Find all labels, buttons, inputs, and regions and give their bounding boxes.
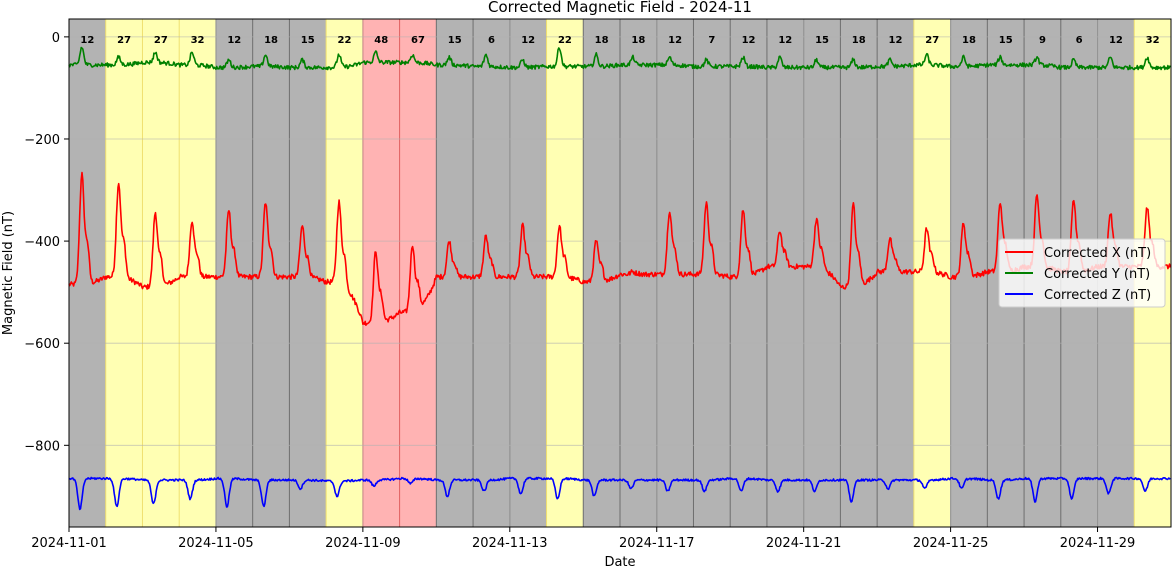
y-tick-label: −800 — [24, 439, 60, 454]
day-value-label: 15 — [301, 35, 315, 46]
day-value-label: 12 — [80, 35, 94, 46]
day-band — [877, 19, 914, 527]
day-band — [473, 19, 510, 527]
day-band — [105, 19, 143, 527]
plot-frame — [68, 18, 1172, 528]
day-value-label: 18 — [852, 35, 866, 46]
day-value-label: 12 — [668, 35, 682, 46]
day-band — [179, 19, 216, 527]
day-value-labels: 12 27 27 32 12 18 15 22 48 67 15 6 12 22 18 18 12 7 12 12 15… — [80, 35, 1159, 46]
day-value-label: 32 — [1146, 35, 1160, 46]
x-tick-label: 2024-11-17 — [619, 536, 695, 551]
day-value-label: 15 — [999, 35, 1013, 46]
legend-box — [998, 238, 1166, 308]
day-band — [252, 19, 290, 527]
grid-lines — [68, 19, 1171, 527]
day-value-label: 67 — [411, 35, 425, 46]
x-tick-label: 2024-11-21 — [766, 536, 842, 551]
day-value-label: 18 — [962, 35, 976, 46]
day-value-label: 32 — [191, 35, 205, 46]
day-band — [215, 19, 253, 527]
day-band — [840, 19, 878, 527]
day-band — [803, 19, 841, 527]
day-value-label: 9 — [1039, 35, 1046, 46]
daily-bands — [68, 19, 1171, 527]
day-value-label: 18 — [631, 35, 645, 46]
day-value-label: 6 — [1076, 35, 1083, 46]
y-tick-label: −200 — [24, 133, 60, 148]
x-tick-label: 2024-11-25 — [913, 536, 989, 551]
day-value-label: 27 — [925, 35, 939, 46]
day-band — [436, 19, 474, 527]
day-value-label: 27 — [117, 35, 131, 46]
series-lines — [68, 46, 1171, 511]
day-value-label: 15 — [448, 35, 462, 46]
x-tick-label: 2024-11-01 — [31, 536, 107, 551]
day-value-label: 48 — [374, 35, 388, 46]
day-value-label: 12 — [227, 35, 241, 46]
series-line — [68, 171, 1171, 327]
x-tick-label: 2024-11-13 — [472, 536, 548, 551]
legend-entry: Corrected Y (nT) — [1044, 267, 1150, 282]
day-value-label: 15 — [815, 35, 829, 46]
axes: 2024-11-01 2024-11-05 2024-11-09 2024-11-13… — [24, 31, 1135, 551]
day-band — [326, 19, 363, 527]
day-band — [362, 19, 400, 527]
day-value-label: 27 — [154, 35, 168, 46]
day-value-label: 12 — [742, 35, 756, 46]
day-band — [950, 19, 988, 527]
day-value-label: 22 — [338, 35, 352, 46]
day-value-label: 12 — [1109, 35, 1123, 46]
day-value-label: 6 — [488, 35, 495, 46]
day-band — [546, 19, 584, 527]
series-line — [68, 476, 1171, 511]
day-band — [289, 19, 327, 527]
day-band — [583, 19, 620, 527]
y-tick-label: −600 — [24, 337, 60, 352]
day-value-label: 7 — [708, 35, 715, 46]
x-axis-label: Date — [604, 555, 635, 567]
legend-entry: Corrected Z (nT) — [1044, 288, 1151, 303]
legend: Corrected X (nT) Corrected Y (nT) Correcte… — [998, 238, 1166, 308]
y-axis-label: Magnetic Field (nT) — [1, 211, 16, 335]
day-value-label: 18 — [595, 35, 609, 46]
day-band — [509, 19, 547, 527]
day-band — [142, 19, 180, 527]
y-tick-label: −400 — [24, 235, 60, 250]
day-value-label: 22 — [558, 35, 572, 46]
day-band — [399, 19, 437, 527]
day-band — [69, 19, 106, 527]
legend-entry: Corrected X (nT) — [1044, 246, 1151, 261]
day-band — [730, 19, 767, 527]
x-tick-label: 2024-11-05 — [178, 536, 254, 551]
series-line — [68, 46, 1171, 71]
chart-title: Corrected Magnetic Field - 2024-11 — [488, 0, 752, 16]
y-tick-label: 0 — [52, 31, 60, 46]
day-value-label: 12 — [521, 35, 535, 46]
x-tick-label: 2024-11-09 — [325, 536, 401, 551]
day-value-label: 18 — [264, 35, 278, 46]
x-tick-label: 2024-11-29 — [1060, 536, 1136, 551]
day-band — [766, 19, 804, 527]
day-value-label: 12 — [778, 35, 792, 46]
day-value-label: 12 — [889, 35, 903, 46]
